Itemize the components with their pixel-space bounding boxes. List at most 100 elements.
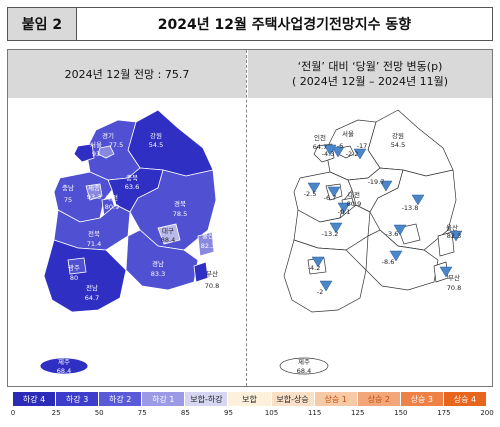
down-arrow-jeonnam: [319, 280, 333, 292]
rlabel-busan: 부산: [448, 273, 460, 282]
legend-item: 하강 2: [99, 392, 142, 406]
legend-tick: 115: [307, 409, 322, 417]
title-bar: 붙임 2 2024년 12월 주택사업경기전망지수 동향: [7, 7, 493, 41]
change-jeonnam: -2: [317, 288, 323, 296]
legend-tick: 105: [264, 409, 279, 417]
label-daegu: 대구: [162, 227, 174, 235]
change-gyeonggi: -2.2: [346, 150, 359, 158]
value-busan: 70.8: [205, 282, 219, 290]
legend: 하강 4 하강 3 하강 2 하강 1 보합-하강 보합 보합-상승 상승 1 상승 2 상승 3…: [7, 392, 494, 426]
legend-tick: 150: [394, 409, 408, 417]
label-seoul: 서울: [90, 140, 102, 149]
label-gwangju: 광주: [68, 264, 80, 272]
legend-tick: 50: [94, 409, 104, 417]
map-panels: 2024년 12월 전망 : 75.7 ‘전월’ 대비 ‘당월’ 전망 변동(p…: [7, 49, 493, 387]
down-arrow-busan: [439, 266, 453, 278]
down-arrow-gangwon: [353, 148, 367, 160]
down-arrow-ulsan: [449, 230, 463, 242]
legend-tick: 75: [137, 409, 147, 417]
change-jeonbuk: -13.2: [322, 230, 339, 238]
label-chungnam: 충남: [62, 183, 74, 192]
region-gangwon: [127, 109, 214, 177]
change-daejeon: -9.1: [338, 208, 351, 216]
value-daejeon: 80.9: [105, 203, 119, 211]
label-jeonnam: 전남: [86, 283, 98, 292]
value-gyeongbuk: 78.5: [173, 210, 187, 218]
change-chungnam: -2.5: [304, 190, 317, 198]
region-gwangju: [67, 257, 87, 275]
change-gwangju: -4.2: [308, 264, 321, 272]
page-title: 2024년 12월 주택사업경기전망지수 동향: [157, 17, 412, 33]
forecast-heading: 2024년 12월 전망 : 75.7: [64, 67, 190, 81]
rlabel-jeju: 제주: [298, 358, 310, 366]
down-arrow-gyeongbuk: [411, 194, 425, 206]
legend-item: 상승 3: [400, 392, 443, 406]
change-heading-line2: ( 2024년 12월 – 2024년 11월): [291, 75, 449, 88]
value-gyeongnam: 83.3: [151, 270, 165, 278]
down-arrow-incheon: [323, 144, 337, 156]
value-daegu: 88.4: [161, 236, 175, 244]
legend-item: 상승 2: [357, 392, 400, 406]
value-sejong: 93.3: [87, 193, 101, 201]
rlabel-gangwon: 강원: [392, 131, 404, 140]
region-seoul: [97, 145, 115, 159]
legend-item: 보합-상승: [271, 392, 314, 406]
left-panel-heading: 2024년 12월 전망 : 75.7: [8, 50, 246, 98]
legend-tick: 200: [480, 409, 494, 417]
outline-ulsan: [437, 231, 455, 257]
panel-divider: [246, 50, 247, 386]
region-incheon: [73, 143, 95, 163]
legend-tick: 85: [180, 409, 190, 417]
legend-tick: 25: [51, 409, 61, 417]
legend-tick: 175: [437, 409, 451, 417]
change-chungbuk: -19.7: [368, 178, 385, 186]
legend-tick: 0: [10, 409, 16, 417]
rvalue-jeju: 68.4: [297, 367, 311, 375]
value-gyeonggi: 77.5: [109, 141, 123, 149]
label-daejeon: 대전: [106, 193, 118, 202]
label-incheon: 인천: [64, 133, 76, 142]
down-arrow-chungbuk: [379, 180, 393, 192]
down-arrow-chungnam: [307, 182, 321, 194]
region-ulsan: [197, 231, 215, 257]
label-sejong: 세종: [88, 183, 100, 192]
legend-item: 하강 1: [142, 392, 185, 406]
region-busan: [193, 261, 209, 283]
down-arrow-daejeon: [337, 202, 351, 214]
value-incheon: 64.7: [63, 143, 77, 151]
change-daegu: -3.6: [386, 230, 399, 238]
change-gyeongbuk: -13.8: [402, 204, 419, 212]
legend-item: 하강 3: [56, 392, 99, 406]
outline-jeonnam: [283, 239, 367, 313]
rvalue-incheon: 64.7: [313, 143, 327, 151]
label-jeju: 제주: [58, 358, 70, 366]
rvalue-daejeon: 80.9: [347, 200, 361, 208]
rvalue-busan: 70.8: [447, 284, 461, 292]
down-arrow-daegu: [393, 224, 407, 236]
legend-item: 상승 1: [314, 392, 357, 406]
outline-jeju: [279, 357, 329, 375]
change-gyeongnam: -8.6: [382, 258, 395, 266]
value-jeju: 68.4: [57, 367, 71, 375]
value-ulsan: 82.3: [201, 242, 215, 250]
legend-tick: 95: [223, 409, 233, 417]
rvalue-gangwon: 54.5: [391, 141, 405, 149]
label-ulsan: 울산: [202, 231, 214, 240]
right-panel-heading: ‘전월’ 대비 ‘당월’ 전망 변동(p) ( 2024년 12월 – 2024…: [248, 50, 492, 98]
change-gangwon: -17: [357, 142, 368, 150]
down-arrow-gyeongnam: [389, 250, 403, 262]
value-gangwon: 54.5: [149, 141, 163, 149]
change-heading-line1: ‘전월’ 대비 ‘당월’ 전망 변동(p): [297, 60, 443, 73]
change-sejong: -6.7: [324, 194, 337, 202]
value-jeonbuk: 71.4: [87, 240, 101, 248]
value-seoul: 93: [92, 150, 100, 158]
legend-tick: 125: [351, 409, 365, 417]
rlabel-seoul: 서울: [342, 129, 354, 138]
value-chungnam: 75: [64, 196, 72, 204]
outline-gangwon: [367, 109, 454, 177]
change-incheon: -4.3: [322, 150, 335, 158]
label-gyeonggi: 경기: [102, 131, 114, 140]
legend-item: 보합-하강: [185, 392, 228, 406]
down-arrow-sejong: [327, 186, 341, 198]
rlabel-daejeon: 대전: [348, 190, 360, 199]
